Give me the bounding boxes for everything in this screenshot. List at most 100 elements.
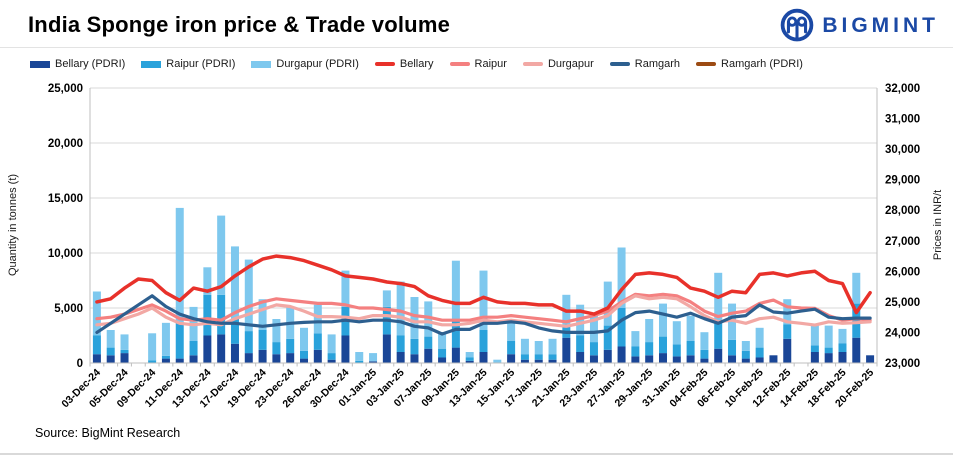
volume-bar-segment — [313, 349, 322, 363]
volume-bar-segment — [313, 333, 322, 350]
legend-swatch-line — [696, 61, 717, 67]
legend-item: Raipur (PDRI) — [141, 58, 235, 70]
volume-bar-segment — [341, 335, 350, 363]
volume-bar-segment — [410, 354, 419, 363]
volume-bar-segment — [286, 338, 295, 354]
volume-bar-segment — [700, 358, 709, 363]
volume-bar-segment — [507, 319, 516, 341]
volume-bar-segment — [534, 354, 543, 360]
volume-bar-segment — [631, 356, 640, 363]
volume-bar-segment — [755, 347, 764, 358]
volume-bar-segment — [534, 359, 543, 363]
volume-bar-segment — [120, 349, 129, 354]
volume-bar-segment — [120, 353, 129, 363]
volume-bar-segment — [658, 353, 667, 363]
svg-text:15,000: 15,000 — [48, 193, 83, 205]
volume-bar-segment — [410, 297, 419, 339]
volume-bar-segment — [258, 299, 267, 330]
volume-bar-segment — [617, 308, 626, 347]
volume-bar-segment — [203, 267, 212, 295]
volume-bar-segment — [230, 343, 239, 363]
legend-item: Bellary (PDRI) — [30, 58, 125, 70]
svg-text:25,000: 25,000 — [48, 83, 83, 95]
volume-bar-segment — [838, 352, 847, 363]
volume-bar-segment — [507, 354, 516, 363]
volume-bar-segment — [217, 334, 226, 363]
volume-bar-segment — [548, 338, 557, 355]
brand-logo: BIGMINT — [779, 8, 939, 44]
volume-bar-segment — [92, 335, 101, 355]
volume-bar-segment — [562, 337, 571, 363]
volume-bar-segment — [300, 350, 309, 359]
volume-bar-segment — [810, 345, 819, 352]
volume-bar-segment — [852, 272, 861, 304]
legend-label: Durgapur (PDRI) — [276, 58, 359, 70]
volume-bar-segment — [700, 332, 709, 350]
volume-bar-segment — [272, 354, 281, 363]
volume-bar-segment — [755, 327, 764, 348]
legend-label: Durgapur — [547, 58, 594, 70]
volume-bar-segment — [700, 349, 709, 359]
volume-bar-segment — [824, 347, 833, 354]
volume-bar-segment — [645, 355, 654, 363]
legend-swatch-bar — [30, 60, 50, 68]
volume-bar-segment — [230, 318, 239, 344]
svg-text:27,000: 27,000 — [885, 236, 920, 248]
legend-label: Bellary — [399, 58, 434, 70]
volume-bar-segment — [244, 353, 253, 363]
legend-label: Raipur (PDRI) — [166, 58, 236, 70]
svg-text:10,000: 10,000 — [48, 248, 83, 260]
volume-bar-segment — [106, 355, 115, 363]
volume-bar-segment — [631, 346, 640, 357]
legend-label: Raipur — [474, 58, 507, 70]
bigmint-logo-icon — [781, 8, 814, 42]
legend-label: Bellary (PDRI) — [55, 58, 126, 70]
volume-bar-segment — [741, 358, 750, 363]
volume-bar-segment — [576, 352, 585, 363]
volume-bar-segment — [286, 353, 295, 363]
volume-bar-segment — [451, 347, 460, 363]
volume-bar-segment — [451, 321, 460, 348]
volume-bar-segment — [769, 355, 778, 363]
price-line-bellary — [95, 254, 872, 316]
volume-bar-segment — [106, 347, 115, 356]
volume-bar-segment — [396, 335, 405, 352]
volume-bar-segment — [714, 321, 723, 349]
volume-bar-segment — [589, 315, 598, 343]
volume-bar-segment — [728, 339, 737, 356]
volume-bar-segment — [728, 355, 737, 363]
volume-bar-segment — [645, 342, 654, 356]
legend-item: Durgapur — [522, 58, 594, 70]
volume-bar-segment — [258, 330, 267, 350]
volume-bar-segment — [520, 354, 529, 360]
volume-bar-segment — [741, 350, 750, 359]
svg-text:31,000: 31,000 — [885, 114, 920, 126]
volume-bar-segment — [382, 334, 391, 363]
volume-bar-segment — [603, 325, 612, 350]
volume-bar-segment — [120, 334, 129, 350]
legend-swatch-line — [609, 61, 630, 67]
legend-item: Raipur — [449, 58, 507, 70]
volume-bar-segment — [161, 358, 170, 363]
volume-bar-segment — [148, 333, 157, 361]
volume-bar-segment — [672, 344, 681, 357]
chart-legend: Bellary (PDRI) Raipur (PDRI) Durgapur (PDR… — [30, 58, 803, 70]
right-axis-title: Prices in INR/t — [932, 190, 944, 260]
volume-bar-segment — [355, 360, 364, 363]
legend-swatch-line — [522, 61, 543, 67]
volume-bar-segment — [424, 301, 433, 337]
volume-bar-segment — [645, 319, 654, 343]
volume-bar-segment — [741, 341, 750, 351]
volume-bar-segment — [866, 355, 875, 363]
volume-bar-segment — [327, 334, 336, 354]
header-separator — [0, 47, 953, 48]
volume-bar-segment — [548, 359, 557, 363]
volume-bar-segment — [672, 321, 681, 345]
legend-swatch-line — [449, 61, 470, 67]
volume-bar-segment — [686, 341, 695, 356]
volume-bar-segment — [396, 281, 405, 336]
volume-bar-segment — [203, 294, 212, 336]
volume-bar-segment — [548, 354, 557, 360]
